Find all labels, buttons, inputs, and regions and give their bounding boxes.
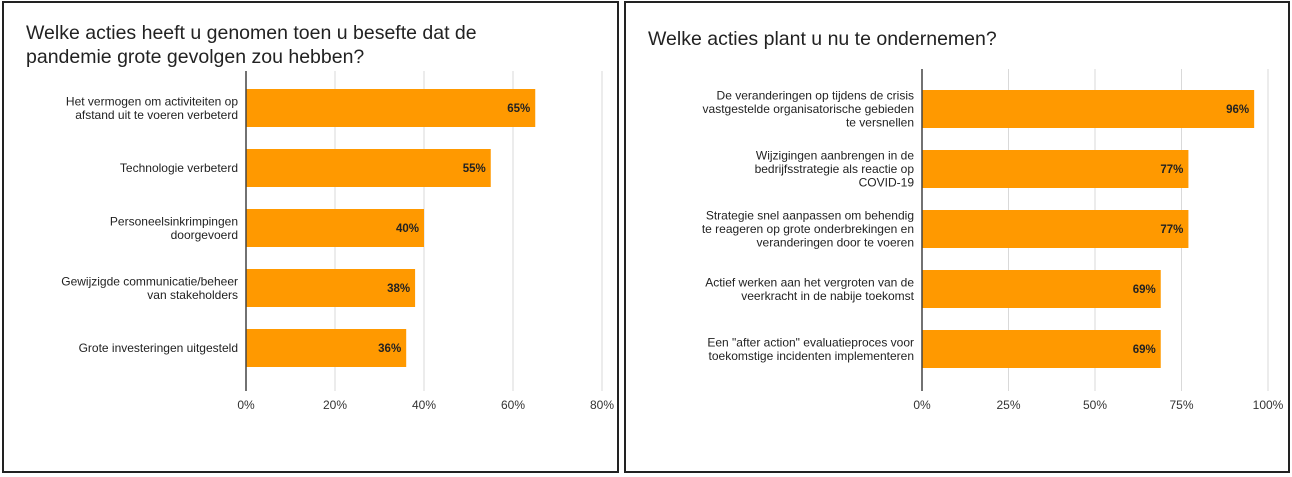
data-label: 77%	[1160, 164, 1183, 176]
category-label: Personeelsinkrimpingen	[110, 214, 238, 228]
category-label: veerkracht in de nabije toekomst	[741, 289, 914, 303]
data-label: 38%	[387, 283, 410, 295]
category-label: toekomstige incidenten implementeren	[709, 349, 914, 363]
bar	[922, 330, 1161, 368]
data-label: 36%	[378, 343, 401, 355]
data-label: 69%	[1133, 344, 1156, 356]
category-label: van stakeholders	[147, 288, 238, 302]
category-label: De veranderingen op tijdens de crisis	[717, 89, 914, 103]
category-label: Grote investeringen uitgesteld	[79, 341, 238, 355]
bar	[922, 270, 1161, 308]
category-label: Strategie snel aanpassen om behendig	[706, 209, 914, 223]
category-label: Een "after action" evaluatieproces voor	[707, 335, 914, 349]
category-label: doorgevoerd	[171, 228, 238, 242]
category-label: veranderingen door te voeren	[757, 236, 914, 250]
bar	[246, 269, 416, 307]
data-label: 65%	[507, 103, 530, 115]
data-label: 40%	[396, 223, 419, 235]
bar	[922, 210, 1189, 248]
bar	[246, 149, 491, 187]
x-tick-label: 0%	[913, 398, 931, 412]
x-tick-label: 20%	[323, 398, 347, 412]
data-label: 55%	[463, 163, 486, 175]
x-tick-label: 75%	[1169, 398, 1193, 412]
category-label: Het vermogen om activiteiten op	[66, 94, 238, 108]
x-tick-label: 50%	[1083, 398, 1107, 412]
x-tick-label: 100%	[1253, 398, 1284, 412]
bar	[246, 329, 407, 367]
data-label: 96%	[1226, 104, 1249, 116]
chart-title: Welke acties plant u nu te ondernemen?	[648, 27, 997, 51]
chart-title-line-2: pandemie grote gevolgen zou hebben?	[26, 46, 365, 68]
category-label: Gewijzigde communicatie/beheer	[61, 274, 238, 288]
bar	[246, 89, 536, 127]
chart-title-line-1: Welke acties heeft u genomen toen u bese…	[26, 22, 477, 44]
category-label: bedrijfsstrategie als reactie op	[755, 162, 915, 176]
chart-title: Welke acties heeft u genomen toen u bese…	[26, 21, 477, 69]
category-label: Actief werken aan het vergroten van de	[705, 275, 914, 289]
data-label: 77%	[1160, 224, 1183, 236]
bar	[922, 150, 1189, 188]
category-label: Technologie verbeterd	[120, 161, 238, 175]
bar	[922, 90, 1255, 128]
x-tick-label: 25%	[996, 398, 1020, 412]
chart-title-line-1: Welke acties plant u nu te ondernemen?	[648, 28, 997, 50]
category-label: afstand uit te voeren verbeterd	[75, 108, 238, 122]
chart-panel-planned-actions: Welke acties plant u nu te ondernemen? 9…	[624, 1, 1290, 473]
chart-panel-actions-taken: Welke acties heeft u genomen toen u bese…	[2, 1, 619, 473]
x-tick-label: 40%	[412, 398, 436, 412]
bar-chart-planned-actions: 96% De veranderingen op tijdens de crisis…	[702, 69, 1284, 412]
category-label: COVID-19	[859, 176, 915, 190]
category-label: te reageren op grote onderbrekingen en	[702, 222, 914, 236]
category-label: Wijzigingen aanbrengen in de	[756, 149, 914, 163]
x-tick-label: 60%	[501, 398, 525, 412]
bar	[246, 209, 424, 247]
category-label: vastgestelde organisatorische gebieden	[703, 102, 914, 116]
x-tick-label: 0%	[237, 398, 255, 412]
bar-chart-actions-taken: 65% Het vermogen om activiteiten opafstan…	[61, 71, 614, 412]
x-tick-label: 80%	[590, 398, 614, 412]
data-label: 69%	[1133, 284, 1156, 296]
category-label: te versnellen	[846, 116, 914, 130]
